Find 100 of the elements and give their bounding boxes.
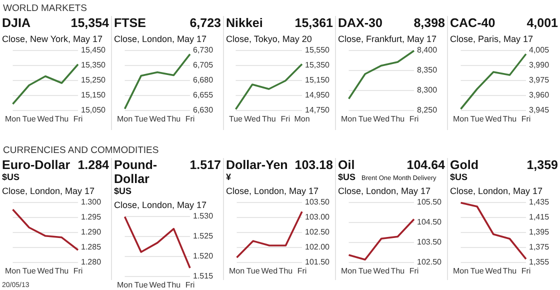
y-tick-label: 1.525 <box>193 232 214 240</box>
y-tick-label: 103.50 <box>305 198 330 206</box>
x-tick-label: Mon <box>341 266 357 276</box>
x-tick-label: Thu <box>262 114 276 124</box>
y-tick-label: 15,350 <box>305 60 330 70</box>
chart-title: CAC-40 <box>450 16 496 30</box>
y-tick-label: 14,950 <box>305 90 330 100</box>
text: 1.284 <box>78 158 109 172</box>
text: 6,723 <box>190 16 221 30</box>
text: $US <box>450 172 468 182</box>
y-tick-label: 1.520 <box>193 252 214 260</box>
x-tick-label: Mon <box>453 266 469 276</box>
y-tick-label: 4,005 <box>529 46 550 54</box>
y-tick-label: 3,945 <box>529 106 550 114</box>
line-series <box>124 216 191 269</box>
x-tick-label: Wed <box>373 114 390 124</box>
y-tick-label: 1,435 <box>529 198 550 206</box>
x-tick-label: Thu <box>390 114 405 124</box>
y-tick-label: 1,375 <box>529 242 550 252</box>
x-tick-label: Fri <box>280 114 290 124</box>
chart-subtitle: Close, London, May 17 <box>450 186 544 196</box>
x-tick-label: Wed <box>149 280 166 290</box>
y-tick-label: 1.290 <box>81 228 102 236</box>
x-tick-label: Thu <box>278 266 293 276</box>
x-tick-label: Thu <box>166 280 181 290</box>
x-tick-label: Tue <box>358 114 372 124</box>
x-tick-label: Tue <box>470 266 484 276</box>
y-tick-label: 14,750 <box>305 106 330 114</box>
x-tick-label: Mon <box>341 114 357 124</box>
x-tick-label: Wed <box>373 266 390 276</box>
y-tick-label: 103.50 <box>417 238 442 246</box>
x-tick-label: Mon <box>294 114 310 124</box>
y-tick-label: 105.50 <box>417 198 442 206</box>
y-tick-label: 1.295 <box>81 212 102 222</box>
text: $US <box>2 172 20 182</box>
chart-title: Oil <box>338 158 355 172</box>
text: CURRENCIES AND COMMODITIES <box>3 145 159 156</box>
y-tick-label: 1,415 <box>529 212 550 222</box>
y-tick-label: 1.530 <box>193 212 214 220</box>
text: ¥ <box>226 172 232 182</box>
text: $US <box>338 172 356 182</box>
text: 103.18 <box>294 158 333 172</box>
x-tick-label: Wed <box>37 114 54 124</box>
x-tick-label: Fri <box>73 114 83 124</box>
chart-subtitle: Close, Frankfurt, May 17 <box>338 34 438 44</box>
x-tick-label: Tue <box>246 266 260 276</box>
y-tick-label: 8,400 <box>417 46 438 54</box>
x-tick-label: Mon <box>229 266 245 276</box>
x-tick-label: Wed <box>244 114 260 124</box>
y-tick-label: 6,680 <box>193 76 214 84</box>
line-series <box>348 50 415 100</box>
chart-subtitle: Close, Tokyo, May 20 <box>226 34 313 44</box>
x-tick-label: Thu <box>166 114 181 124</box>
y-tick-label: 15,250 <box>81 76 106 84</box>
line-series <box>460 202 527 260</box>
chart-subtitle: Close, London, May 17 <box>226 186 320 196</box>
text: 15,361 <box>294 16 333 30</box>
chart-subtitle: Close, London, May 17 <box>2 186 96 196</box>
y-tick-label: 1.285 <box>81 242 102 252</box>
x-tick-label: Tue <box>358 266 372 276</box>
line-series <box>12 64 79 105</box>
x-tick-label: Thu <box>54 114 69 124</box>
x-tick-label: Tue <box>134 280 148 290</box>
y-tick-label: 1.515 <box>193 272 214 280</box>
x-tick-label: Tue <box>470 114 484 124</box>
y-tick-label: 6,730 <box>193 46 214 54</box>
chart-title: Pound-Dollar <box>114 158 158 186</box>
y-tick-label: 102.50 <box>305 228 330 236</box>
x-tick-label: Tue <box>22 266 36 276</box>
text: 15,354 <box>70 16 109 30</box>
chart-title: DJIA <box>2 16 30 30</box>
x-tick-label: Tue <box>22 114 36 124</box>
text: $US <box>114 186 132 196</box>
y-tick-label: 8,350 <box>417 66 438 74</box>
y-tick-label: 104.50 <box>417 218 442 226</box>
x-tick-label: Tue <box>228 114 244 124</box>
x-tick-label: Mon <box>117 280 133 290</box>
line-series <box>124 53 191 110</box>
text: WORLD MARKETS <box>3 3 87 14</box>
chart-title: Gold <box>450 158 478 172</box>
y-tick-label: 15,550 <box>305 46 330 54</box>
chart-subtitle: Close, New York, May 17 <box>2 34 104 44</box>
y-tick-label: 102.00 <box>305 242 330 252</box>
text: 4,001 <box>526 16 558 30</box>
x-tick-label: Wed <box>149 114 166 124</box>
chart-title: FTSE <box>114 16 146 30</box>
x-tick-label: Wed <box>261 266 278 276</box>
line-series <box>236 210 303 258</box>
chart-title: DAX-30 <box>338 16 382 30</box>
line-series <box>12 208 79 251</box>
x-tick-label: Thu <box>502 266 517 276</box>
x-tick-label: Thu <box>390 266 405 276</box>
x-tick-label: Wed <box>485 114 502 124</box>
y-tick-label: 1.280 <box>81 258 102 266</box>
line-series <box>234 63 303 110</box>
chart-title: Euro-Dollar <box>2 158 70 172</box>
y-tick-label: 8,250 <box>417 106 438 114</box>
chart-subtitle: Close, London, May 17 <box>338 186 432 196</box>
x-tick-label: Wed <box>37 266 54 276</box>
x-tick-label: Fri <box>409 114 419 124</box>
